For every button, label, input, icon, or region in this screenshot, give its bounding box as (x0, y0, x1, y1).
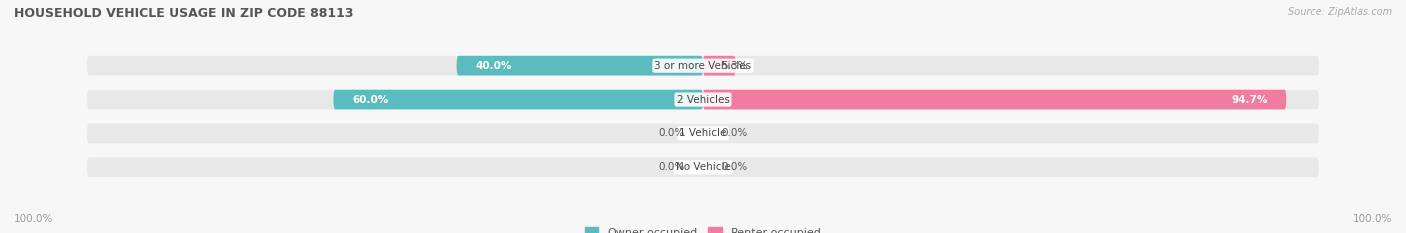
Text: No Vehicle: No Vehicle (675, 162, 731, 172)
Text: 3 or more Vehicles: 3 or more Vehicles (654, 61, 752, 71)
Text: 100.0%: 100.0% (14, 214, 53, 224)
Text: 100.0%: 100.0% (1353, 214, 1392, 224)
Text: 60.0%: 60.0% (352, 95, 388, 105)
FancyBboxPatch shape (87, 90, 1319, 109)
Text: 5.3%: 5.3% (721, 61, 748, 71)
Text: 94.7%: 94.7% (1232, 95, 1268, 105)
Text: 0.0%: 0.0% (721, 162, 748, 172)
Legend: Owner-occupied, Renter-occupied: Owner-occupied, Renter-occupied (581, 223, 825, 233)
FancyBboxPatch shape (87, 56, 1319, 75)
Text: 0.0%: 0.0% (721, 128, 748, 138)
FancyBboxPatch shape (703, 56, 735, 75)
Text: Source: ZipAtlas.com: Source: ZipAtlas.com (1288, 7, 1392, 17)
FancyBboxPatch shape (457, 56, 703, 75)
FancyBboxPatch shape (87, 124, 1319, 143)
FancyBboxPatch shape (333, 90, 703, 109)
Text: 2 Vehicles: 2 Vehicles (676, 95, 730, 105)
Text: 0.0%: 0.0% (658, 162, 685, 172)
Text: 40.0%: 40.0% (475, 61, 512, 71)
Text: HOUSEHOLD VEHICLE USAGE IN ZIP CODE 88113: HOUSEHOLD VEHICLE USAGE IN ZIP CODE 8811… (14, 7, 353, 20)
FancyBboxPatch shape (703, 90, 1286, 109)
Text: 1 Vehicle: 1 Vehicle (679, 128, 727, 138)
Text: 0.0%: 0.0% (658, 128, 685, 138)
FancyBboxPatch shape (87, 158, 1319, 177)
